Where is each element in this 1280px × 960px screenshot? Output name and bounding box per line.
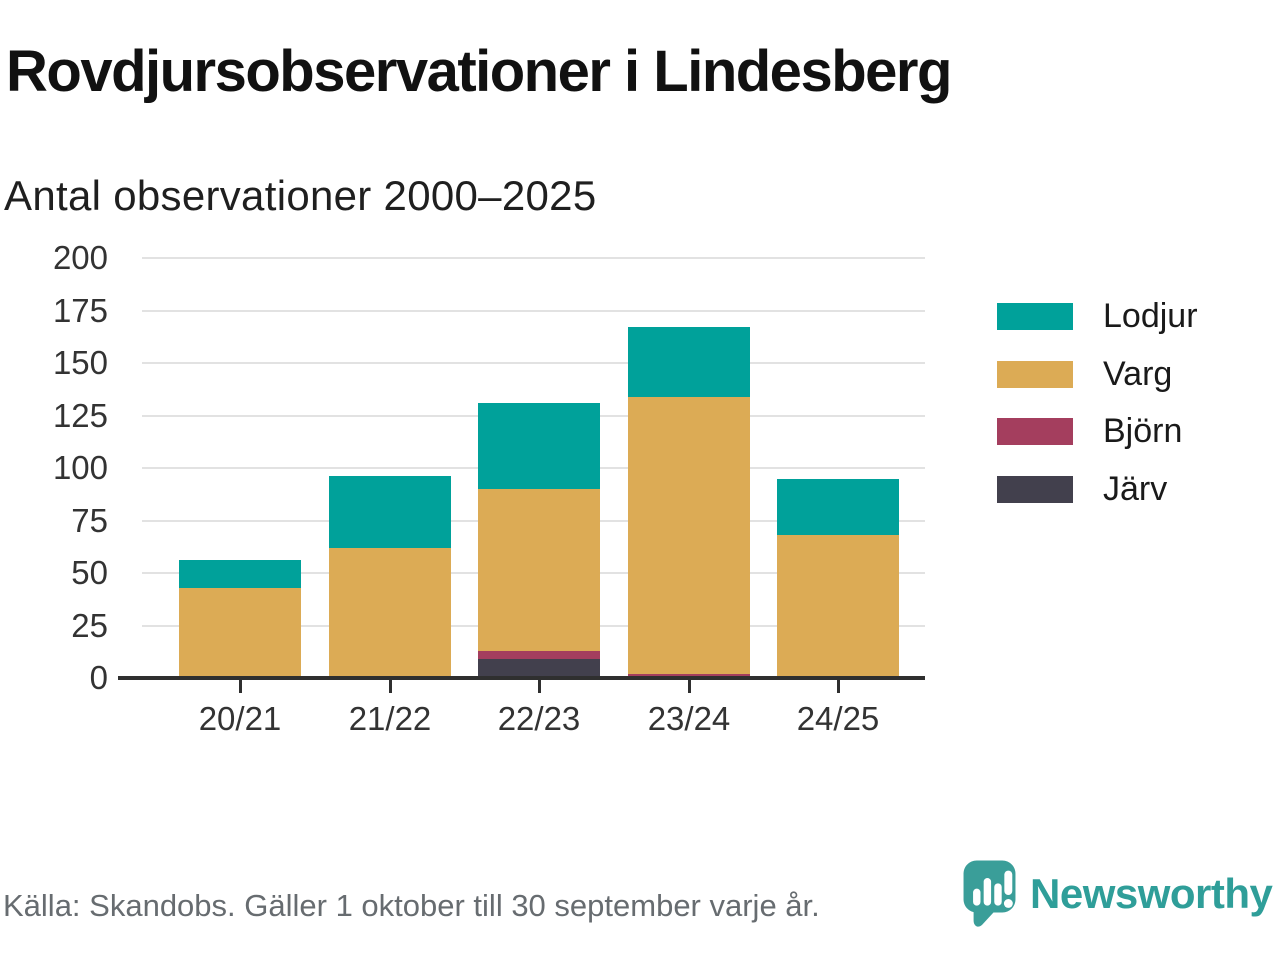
y-axis-tick-label: 75 bbox=[71, 501, 108, 539]
bar-segment-varg-21-22 bbox=[329, 547, 451, 678]
bar-segment-varg-20-21 bbox=[179, 587, 301, 676]
y-axis-tick-label: 0 bbox=[89, 659, 108, 696]
y-axis-tick-label: 125 bbox=[52, 396, 108, 434]
y-axis-tick-label: 25 bbox=[71, 606, 108, 644]
legend-label: Varg bbox=[1103, 355, 1173, 393]
y-axis-tick-label: 175 bbox=[52, 291, 108, 329]
x-axis-tick bbox=[238, 680, 242, 693]
bar-segment-lodjur-20-21 bbox=[179, 560, 301, 588]
legend-swatch bbox=[997, 361, 1073, 388]
bar-segment-järv-22-23 bbox=[478, 659, 600, 678]
bar-segment-lodjur-21-22 bbox=[329, 476, 451, 548]
legend-item-lodjur: Lodjur bbox=[997, 297, 1198, 335]
x-axis-label: 24/25 bbox=[796, 700, 880, 737]
legend-swatch bbox=[997, 476, 1073, 503]
y-axis-tick-label: 200 bbox=[52, 239, 108, 276]
newsworthy-wordmark: Newsworthy bbox=[1030, 870, 1273, 917]
gridline bbox=[142, 257, 925, 259]
chart-subtitle: Antal observationer 2000–2025 bbox=[4, 172, 597, 219]
gridline bbox=[142, 362, 925, 364]
legend-item-järv: Järv bbox=[997, 470, 1168, 508]
bar-segment-lodjur-22-23 bbox=[478, 402, 600, 489]
y-axis-tick-label: 100 bbox=[52, 449, 108, 486]
legend-label: Järv bbox=[1103, 470, 1168, 508]
y-axis-tick-label: 150 bbox=[52, 344, 108, 381]
legend-swatch bbox=[997, 303, 1073, 330]
x-axis-label: 21/22 bbox=[348, 700, 432, 737]
bar-segment-björn-22-23 bbox=[478, 650, 600, 660]
chart-title: Rovdjursobservationer i Lindesberg bbox=[6, 39, 952, 104]
bar-segment-varg-22-23 bbox=[478, 489, 600, 651]
gridline bbox=[142, 309, 925, 312]
y-axis-tick-label: 50 bbox=[71, 554, 108, 591]
legend-swatch bbox=[997, 418, 1073, 445]
x-axis-tick bbox=[388, 680, 392, 693]
newsworthy-logo: Newsworthy bbox=[963, 860, 1273, 930]
x-axis-tick bbox=[687, 680, 691, 693]
bar-segment-lodjur-24-25 bbox=[777, 478, 899, 536]
bar-segment-lodjur-23-24 bbox=[628, 327, 750, 397]
footer-source: Källa: Skandobs. Gäller 1 oktober till 3… bbox=[3, 888, 820, 923]
legend-item-varg: Varg bbox=[997, 355, 1173, 393]
legend-item-björn: Björn bbox=[997, 412, 1183, 450]
legend-label: Lodjur bbox=[1103, 297, 1198, 335]
x-axis-label: 23/24 bbox=[647, 700, 731, 737]
newsworthy-icon bbox=[963, 860, 1016, 927]
x-axis-tick bbox=[836, 680, 840, 693]
x-axis-tick bbox=[537, 680, 541, 693]
x-axis-label: 20/21 bbox=[198, 700, 282, 737]
bar-segment-varg-24-25 bbox=[777, 535, 899, 678]
legend-label: Björn bbox=[1103, 412, 1183, 450]
bar-segment-varg-23-24 bbox=[628, 396, 750, 674]
x-axis-label: 22/23 bbox=[497, 700, 581, 737]
x-axis-line bbox=[118, 676, 925, 680]
bar-segment-björn-23-24 bbox=[628, 673, 750, 678]
